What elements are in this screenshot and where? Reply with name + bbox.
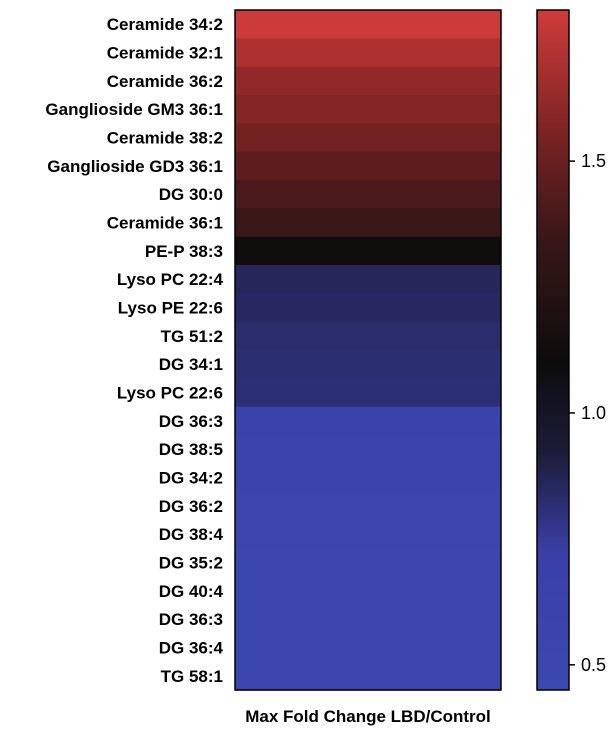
heatmap-cell xyxy=(235,435,501,464)
row-label: Ceramide 36:2 xyxy=(107,72,223,91)
heatmap-cell xyxy=(235,151,501,181)
row-label: DG 35:2 xyxy=(159,554,223,573)
row-label: DG 36:4 xyxy=(159,639,224,658)
row-labels: Ceramide 34:2 Ceramide 32:1 Ceramide 36:2 G… xyxy=(45,15,223,686)
colorbar xyxy=(536,9,570,691)
heatmap-cell xyxy=(235,265,501,294)
heatmap-cell xyxy=(235,406,501,436)
row-label: Lyso PC 22:6 xyxy=(117,384,223,403)
row-label: Lyso PE 22:6 xyxy=(118,299,223,318)
colorbar-ticks: 0.5 1.0 1.5 xyxy=(569,151,606,675)
row-label: DG 36:3 xyxy=(159,610,223,629)
row-label: TG 58:1 xyxy=(161,667,223,686)
row-label: Lyso PC 22:4 xyxy=(117,270,224,289)
row-label: DG 36:2 xyxy=(159,497,223,516)
colorbar-gradient xyxy=(537,10,569,690)
row-label: Ceramide 38:2 xyxy=(107,129,223,148)
heatmap-cell xyxy=(235,236,501,266)
row-label: Ganglioside GM3 36:1 xyxy=(45,100,223,119)
heatmap-cell xyxy=(235,633,501,663)
colorbar-tick-label: 1.5 xyxy=(581,151,606,171)
row-label: DG 36:3 xyxy=(159,412,223,431)
heatmap-cell xyxy=(235,321,501,351)
heatmap-cell xyxy=(235,520,501,549)
heatmap-cell xyxy=(235,95,501,124)
row-label: Ceramide 34:2 xyxy=(107,15,223,34)
row-label: Ganglioside GD3 36:1 xyxy=(47,157,223,176)
row-label: DG 34:2 xyxy=(159,469,223,488)
heatmap-cell xyxy=(235,180,501,209)
row-label: DG 34:1 xyxy=(159,355,223,374)
heatmap-cell xyxy=(235,38,501,68)
x-axis-title: Max Fold Change LBD/Control xyxy=(245,707,491,726)
row-label: DG 38:4 xyxy=(159,525,224,544)
row-label: PE-P 38:3 xyxy=(145,242,223,261)
heatmap-cell xyxy=(235,208,501,238)
colorbar-tick-label: 1.0 xyxy=(581,403,606,423)
heatmap-cell xyxy=(235,463,501,493)
row-label: DG 30:0 xyxy=(159,185,223,204)
row-label: Ceramide 36:1 xyxy=(107,214,223,233)
heatmap-cell xyxy=(235,661,501,691)
row-label: DG 38:5 xyxy=(159,440,223,459)
heatmap-cell xyxy=(235,548,501,578)
row-label: DG 40:4 xyxy=(159,582,224,601)
heatmap-cell xyxy=(235,350,501,379)
heatmap-cell xyxy=(235,605,501,634)
heatmap-cell xyxy=(235,576,501,606)
heatmap-cell xyxy=(235,378,501,408)
heatmap-cell xyxy=(235,66,501,96)
heatmap-cell xyxy=(235,293,501,323)
heatmap-frame xyxy=(234,9,502,691)
colorbar-frame xyxy=(536,9,570,691)
heatmap-rows xyxy=(235,10,501,691)
colorbar-tick-label: 0.5 xyxy=(581,655,606,675)
heatmap-cell xyxy=(235,123,501,153)
heatmap-cell xyxy=(235,10,501,39)
row-label: TG 51:2 xyxy=(161,327,223,346)
row-label: Ceramide 32:1 xyxy=(107,44,223,63)
heatmap-cell xyxy=(235,491,501,521)
